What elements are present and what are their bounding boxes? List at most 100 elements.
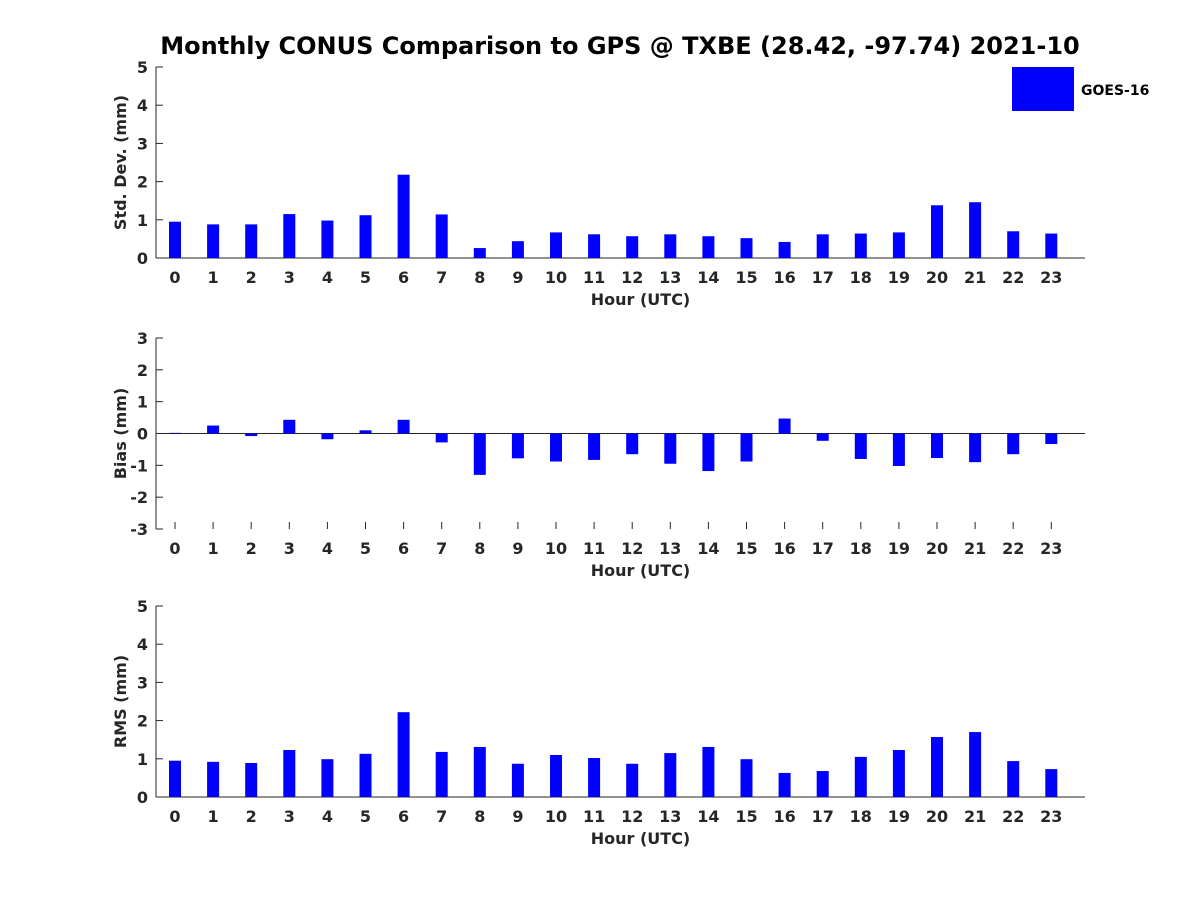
bar-std-dev-hour-19 [892,232,905,258]
x-tick-label: 6 [398,807,409,826]
bar-bias-hour-14 [702,433,715,472]
x-tick-label: 17 [812,268,834,287]
x-axis-label: Hour (UTC) [591,561,691,580]
x-tick-label: 21 [964,539,986,558]
x-tick-label: 15 [735,539,757,558]
bar-bias-hour-22 [1007,433,1020,455]
x-tick-label: 3 [284,268,295,287]
x-tick-label: 1 [208,268,219,287]
x-tick-label: 18 [850,807,872,826]
bar-std-dev-hour-4 [321,220,334,258]
bar-rms-hour-4 [321,759,334,797]
x-tick-label: 13 [659,268,681,287]
bar-bias-hour-15 [740,433,753,462]
x-tick-label: 22 [1002,539,1024,558]
bar-rms-hour-18 [854,756,867,797]
bar-bias-hour-16 [778,418,791,434]
x-tick-label: 2 [246,807,257,826]
bar-std-dev-hour-17 [816,234,829,258]
bar-rms-hour-9 [511,763,524,797]
bar-rms-hour-7 [435,751,448,797]
bar-std-dev-hour-7 [435,214,448,258]
bar-std-dev-hour-23 [1045,233,1058,258]
x-tick-label: 11 [583,539,605,558]
x-tick-label: 7 [436,268,447,287]
y-axis-label: Bias (mm) [111,388,130,480]
x-tick-label: 17 [812,539,834,558]
bar-rms-hour-21 [969,732,982,797]
bar-std-dev-hour-13 [664,234,677,258]
bar-rms-hour-16 [778,772,791,797]
x-tick-label: 11 [583,268,605,287]
bar-std-dev-hour-1 [207,224,220,258]
bar-bias-hour-11 [588,433,601,460]
x-tick-label: 23 [1040,807,1062,826]
x-tick-label: 8 [474,539,485,558]
x-tick-label: 7 [436,539,447,558]
y-tick-label: 1 [137,211,148,230]
bar-rms-hour-1 [207,761,220,797]
x-tick-label: 18 [850,539,872,558]
bar-rms-hour-15 [740,759,753,797]
bar-rms-hour-19 [892,750,905,797]
x-tick-label: 4 [322,539,333,558]
y-tick-label: 0 [137,788,148,807]
x-tick-label: 2 [246,539,257,558]
y-tick-label: 3 [137,673,148,692]
x-tick-label: 10 [545,539,567,558]
bar-std-dev-hour-5 [359,215,372,258]
bar-bias-hour-0 [169,432,181,434]
chart-title: Monthly CONUS Comparison to GPS @ TXBE (… [160,32,1079,60]
bar-std-dev-hour-16 [778,241,791,258]
x-tick-label: 2 [246,268,257,287]
y-tick-label: 2 [137,361,148,380]
x-tick-label: 6 [398,268,409,287]
y-tick-label: 3 [137,329,148,348]
bar-std-dev-hour-11 [588,234,601,258]
y-tick-label: 4 [137,635,148,654]
bar-std-dev-hour-15 [740,238,753,258]
x-tick-label: 4 [322,807,333,826]
bar-std-dev-hour-0 [169,221,181,258]
x-tick-label: 20 [926,539,948,558]
bar-bias-hour-2 [245,433,258,437]
y-axis-label: RMS (mm) [111,655,130,748]
x-tick-label: 9 [512,807,523,826]
x-tick-label: 5 [360,539,371,558]
bar-rms-hour-20 [931,737,943,797]
x-tick-label: 12 [621,268,643,287]
bar-std-dev-hour-21 [969,202,982,258]
bar-rms-hour-13 [664,753,677,797]
x-tick-label: 22 [1002,807,1024,826]
bar-bias-hour-4 [321,433,334,440]
x-tick-label: 3 [284,539,295,558]
bar-bias-hour-7 [435,433,448,443]
y-tick-label: 1 [137,750,148,769]
bar-bias-hour-6 [397,419,410,434]
x-tick-label: 1 [208,807,219,826]
x-tick-label: 5 [360,807,371,826]
x-tick-label: 21 [964,268,986,287]
x-tick-label: 10 [545,268,567,287]
bar-std-dev-hour-22 [1007,231,1020,258]
y-tick-label: 1 [137,393,148,412]
x-tick-label: 6 [398,539,409,558]
bar-std-dev-hour-2 [245,224,258,258]
bar-std-dev-hour-10 [550,232,562,258]
bar-std-dev-hour-6 [397,174,410,258]
x-tick-label: 14 [697,539,719,558]
x-tick-label: 14 [697,268,719,287]
x-tick-label: 10 [545,807,567,826]
bar-bias-hour-3 [283,419,296,434]
legend-swatch-goes-16 [1012,67,1074,111]
legend: GOES-16 [1012,67,1149,111]
x-tick-label: 19 [888,539,910,558]
x-tick-label: 23 [1040,268,1062,287]
x-tick-label: 8 [474,268,485,287]
bar-bias-hour-9 [511,433,524,459]
y-tick-label: 0 [137,249,148,268]
